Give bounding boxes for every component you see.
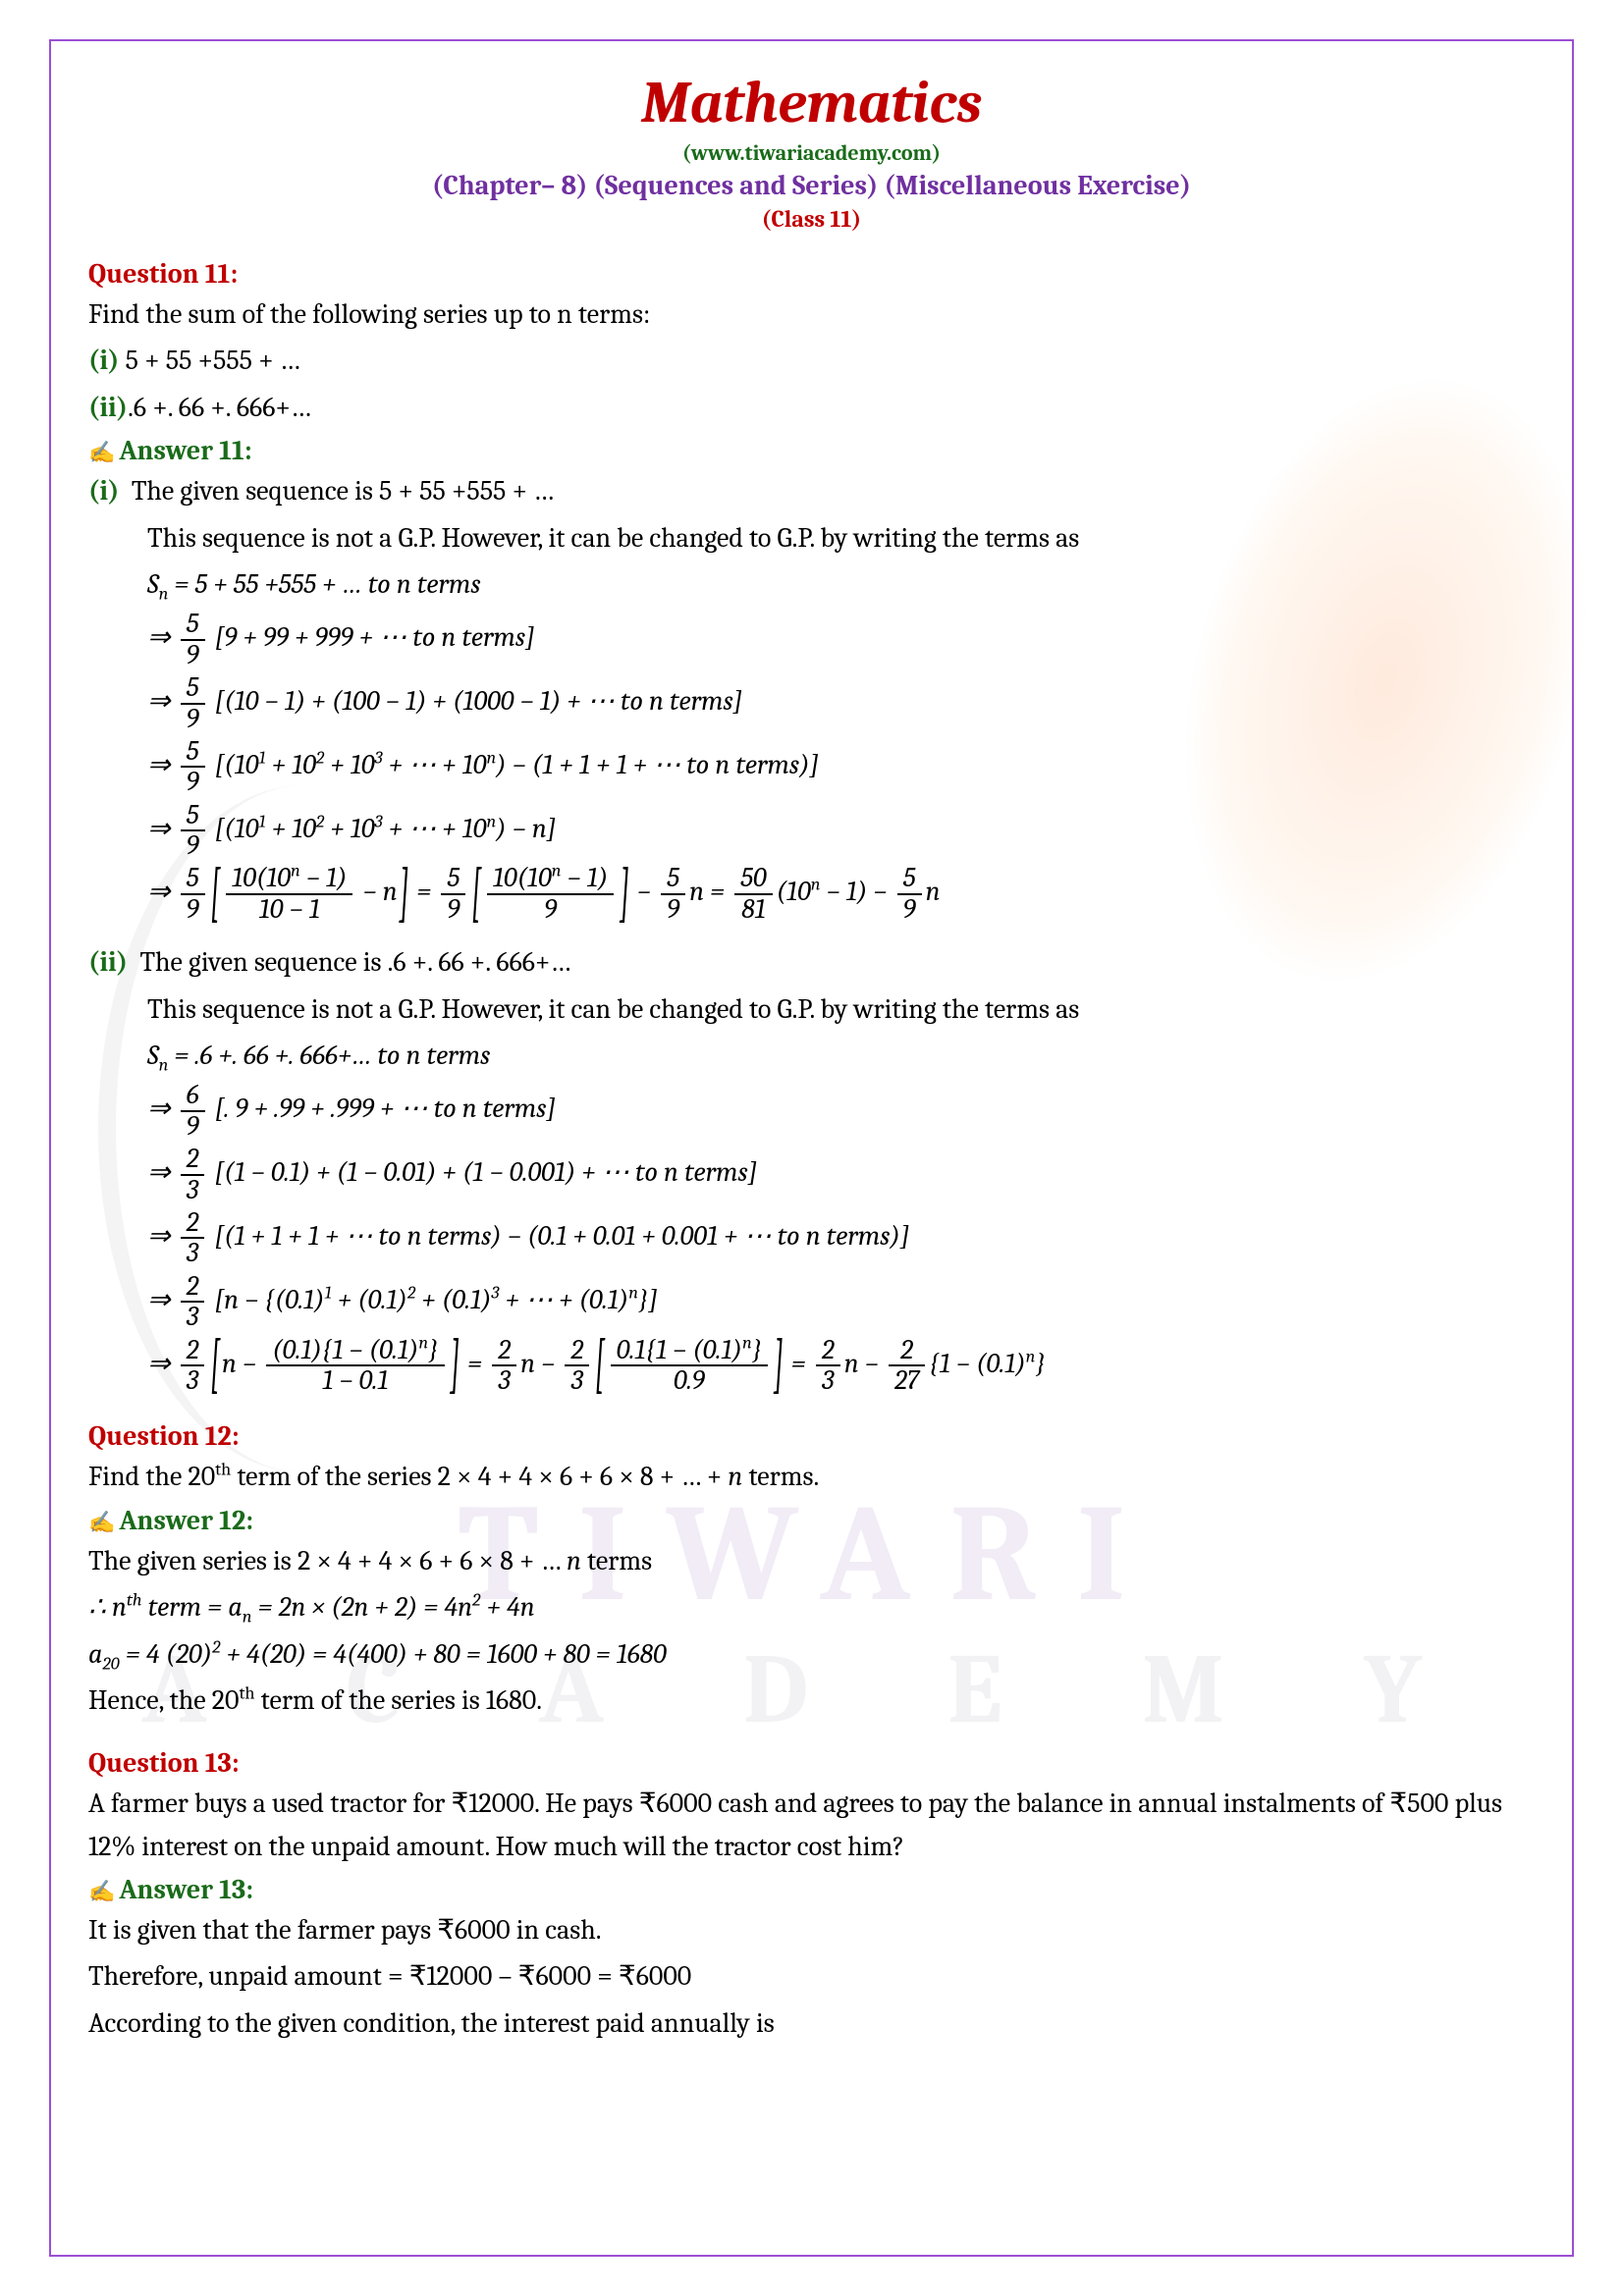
content: Mathematics (www.tiwariacademy.com) (Cha… [49,39,1574,2257]
q11-ii-step1-expr: [. 9 + .99 + .999 + ⋯ to n terms] [215,1093,556,1124]
part-ii-label: (ii) [88,392,128,423]
answer-12-label: Answer 12: [88,1505,1535,1536]
q11-i-sn: Sn = 5 + 55 +555 + … to n terms [147,563,1535,606]
q11-i-step1-expr: [9 + 99 + 999 + ⋯ to n terms] [215,621,535,653]
page: TIWARI A C A D E M Y Mathematics (www.ti… [0,0,1623,2296]
q12-prompt: Find the 20th term of the series 2 × 4 +… [88,1456,1535,1498]
q11-ii-step2: ⇒ 23 [(1 − 0.1) + (1 − 0.01) + (1 − 0.00… [147,1145,1535,1204]
q11-part-i: (i) 5 + 55 +555 + … [88,340,1535,382]
q11-i-step4: ⇒ 59 [(101 + 102 + 103 + ⋯ + 10n) − n] [147,801,1535,861]
question-11-label: Question 11: [88,258,1535,290]
page-title: Mathematics [88,69,1535,136]
q11-i-step1: ⇒ 59 [9 + 99 + 999 + ⋯ to n terms] [147,610,1535,669]
q13-line3: According to the given condition, the in… [88,2002,1535,2045]
class-heading: (Class 11) [88,205,1535,233]
q12-line1: The given series is 2 × 4 + 4 × 6 + 6 × … [88,1540,1535,1582]
q11-i-seq: The given sequence is 5 + 55 +555 + … [132,475,554,507]
q13-prompt: A farmer buys a used tractor for ₹12000.… [88,1783,1535,1868]
chapter-heading: (Chapter– 8) (Sequences and Series) (Mis… [88,170,1535,201]
q13-line2: Therefore, unpaid amount = ₹12000 – ₹600… [88,1955,1535,1998]
q11-ii-step3: ⇒ 23 [(1 + 1 + 1 + ⋯ to n terms) − (0.1 … [147,1208,1535,1268]
answer-13-label: Answer 13: [88,1874,1535,1905]
q11-ii-step1: ⇒ 69 [. 9 + .99 + .999 + ⋯ to n terms] [147,1081,1535,1141]
q11-i-step3: ⇒ 59 [(101 + 102 + 103 + ⋯ + 10n) − (1 +… [147,737,1535,797]
q11-i-step2-expr: [(10 − 1) + (100 − 1) + (1000 − 1) + ⋯ t… [215,685,742,717]
q11-ii-step4: ⇒ 23 [n − {(0.1)1 + (0.1)2 + (0.1)3 + ⋯ … [147,1272,1535,1332]
q13-line1: It is given that the farmer pays ₹6000 i… [88,1909,1535,1951]
part-ii-expr: .6 +. 66 +. 666+… [128,392,311,423]
q12-line3: a20 = 4 (20)2 + 4(20) = 4(400) + 80 = 16… [88,1633,1535,1676]
q11-i-line1: (i) The given sequence is 5 + 55 +555 + … [88,470,1535,512]
q11-prompt: Find the sum of the following series up … [88,294,1535,336]
question-13-label: Question 13: [88,1747,1535,1779]
q11-ii-step3-expr: [(1 + 1 + 1 + ⋯ to n terms) − (0.1 + 0.0… [215,1220,910,1252]
question-12-label: Question 12: [88,1420,1535,1452]
part-i-expr: 5 + 55 +555 + … [119,345,299,376]
answer-11-label: Answer 11: [88,435,1535,466]
q11-i-step2: ⇒ 59 [(10 − 1) + (100 − 1) + (1000 − 1) … [147,673,1535,733]
q11-ii-line1: (ii) The given sequence is .6 +. 66 +. 6… [88,941,1535,984]
q11-ii-sn: Sn = .6 +. 66 +. 666+… to n terms [147,1035,1535,1077]
q12-line4: Hence, the 20th term of the series is 16… [88,1680,1535,1722]
q11-ii-seq: The given sequence is .6 +. 66 +. 666+… [139,946,570,978]
q11-i-step5: ⇒ 59[10(10n − 1)10 − 1 − n] = 59[10(10n … [147,864,1535,924]
q11-ii-line2: This sequence is not a G.P. However, it … [147,988,1535,1031]
inner: Mathematics (www.tiwariacademy.com) (Cha… [88,69,1535,2045]
website-link[interactable]: (www.tiwariacademy.com) [88,140,1535,166]
q11-ii-label: (ii) [88,946,128,978]
q11-ii-step5: ⇒ 23[n − (0.1){1 − (0.1)n}1 − 0.1] = 23n… [147,1336,1535,1396]
q12-line2: ∴ nth term = an = 2n × (2n + 2) = 4n2 + … [88,1586,1535,1629]
q11-part-ii: (ii).6 +. 66 +. 666+… [88,387,1535,429]
q11-ii-step2-expr: [(1 − 0.1) + (1 − 0.01) + (1 − 0.001) + … [215,1156,758,1188]
q11-i-label: (i) [88,475,119,507]
part-i-label: (i) [88,345,119,376]
q11-i-line2: This sequence is not a G.P. However, it … [147,517,1535,560]
